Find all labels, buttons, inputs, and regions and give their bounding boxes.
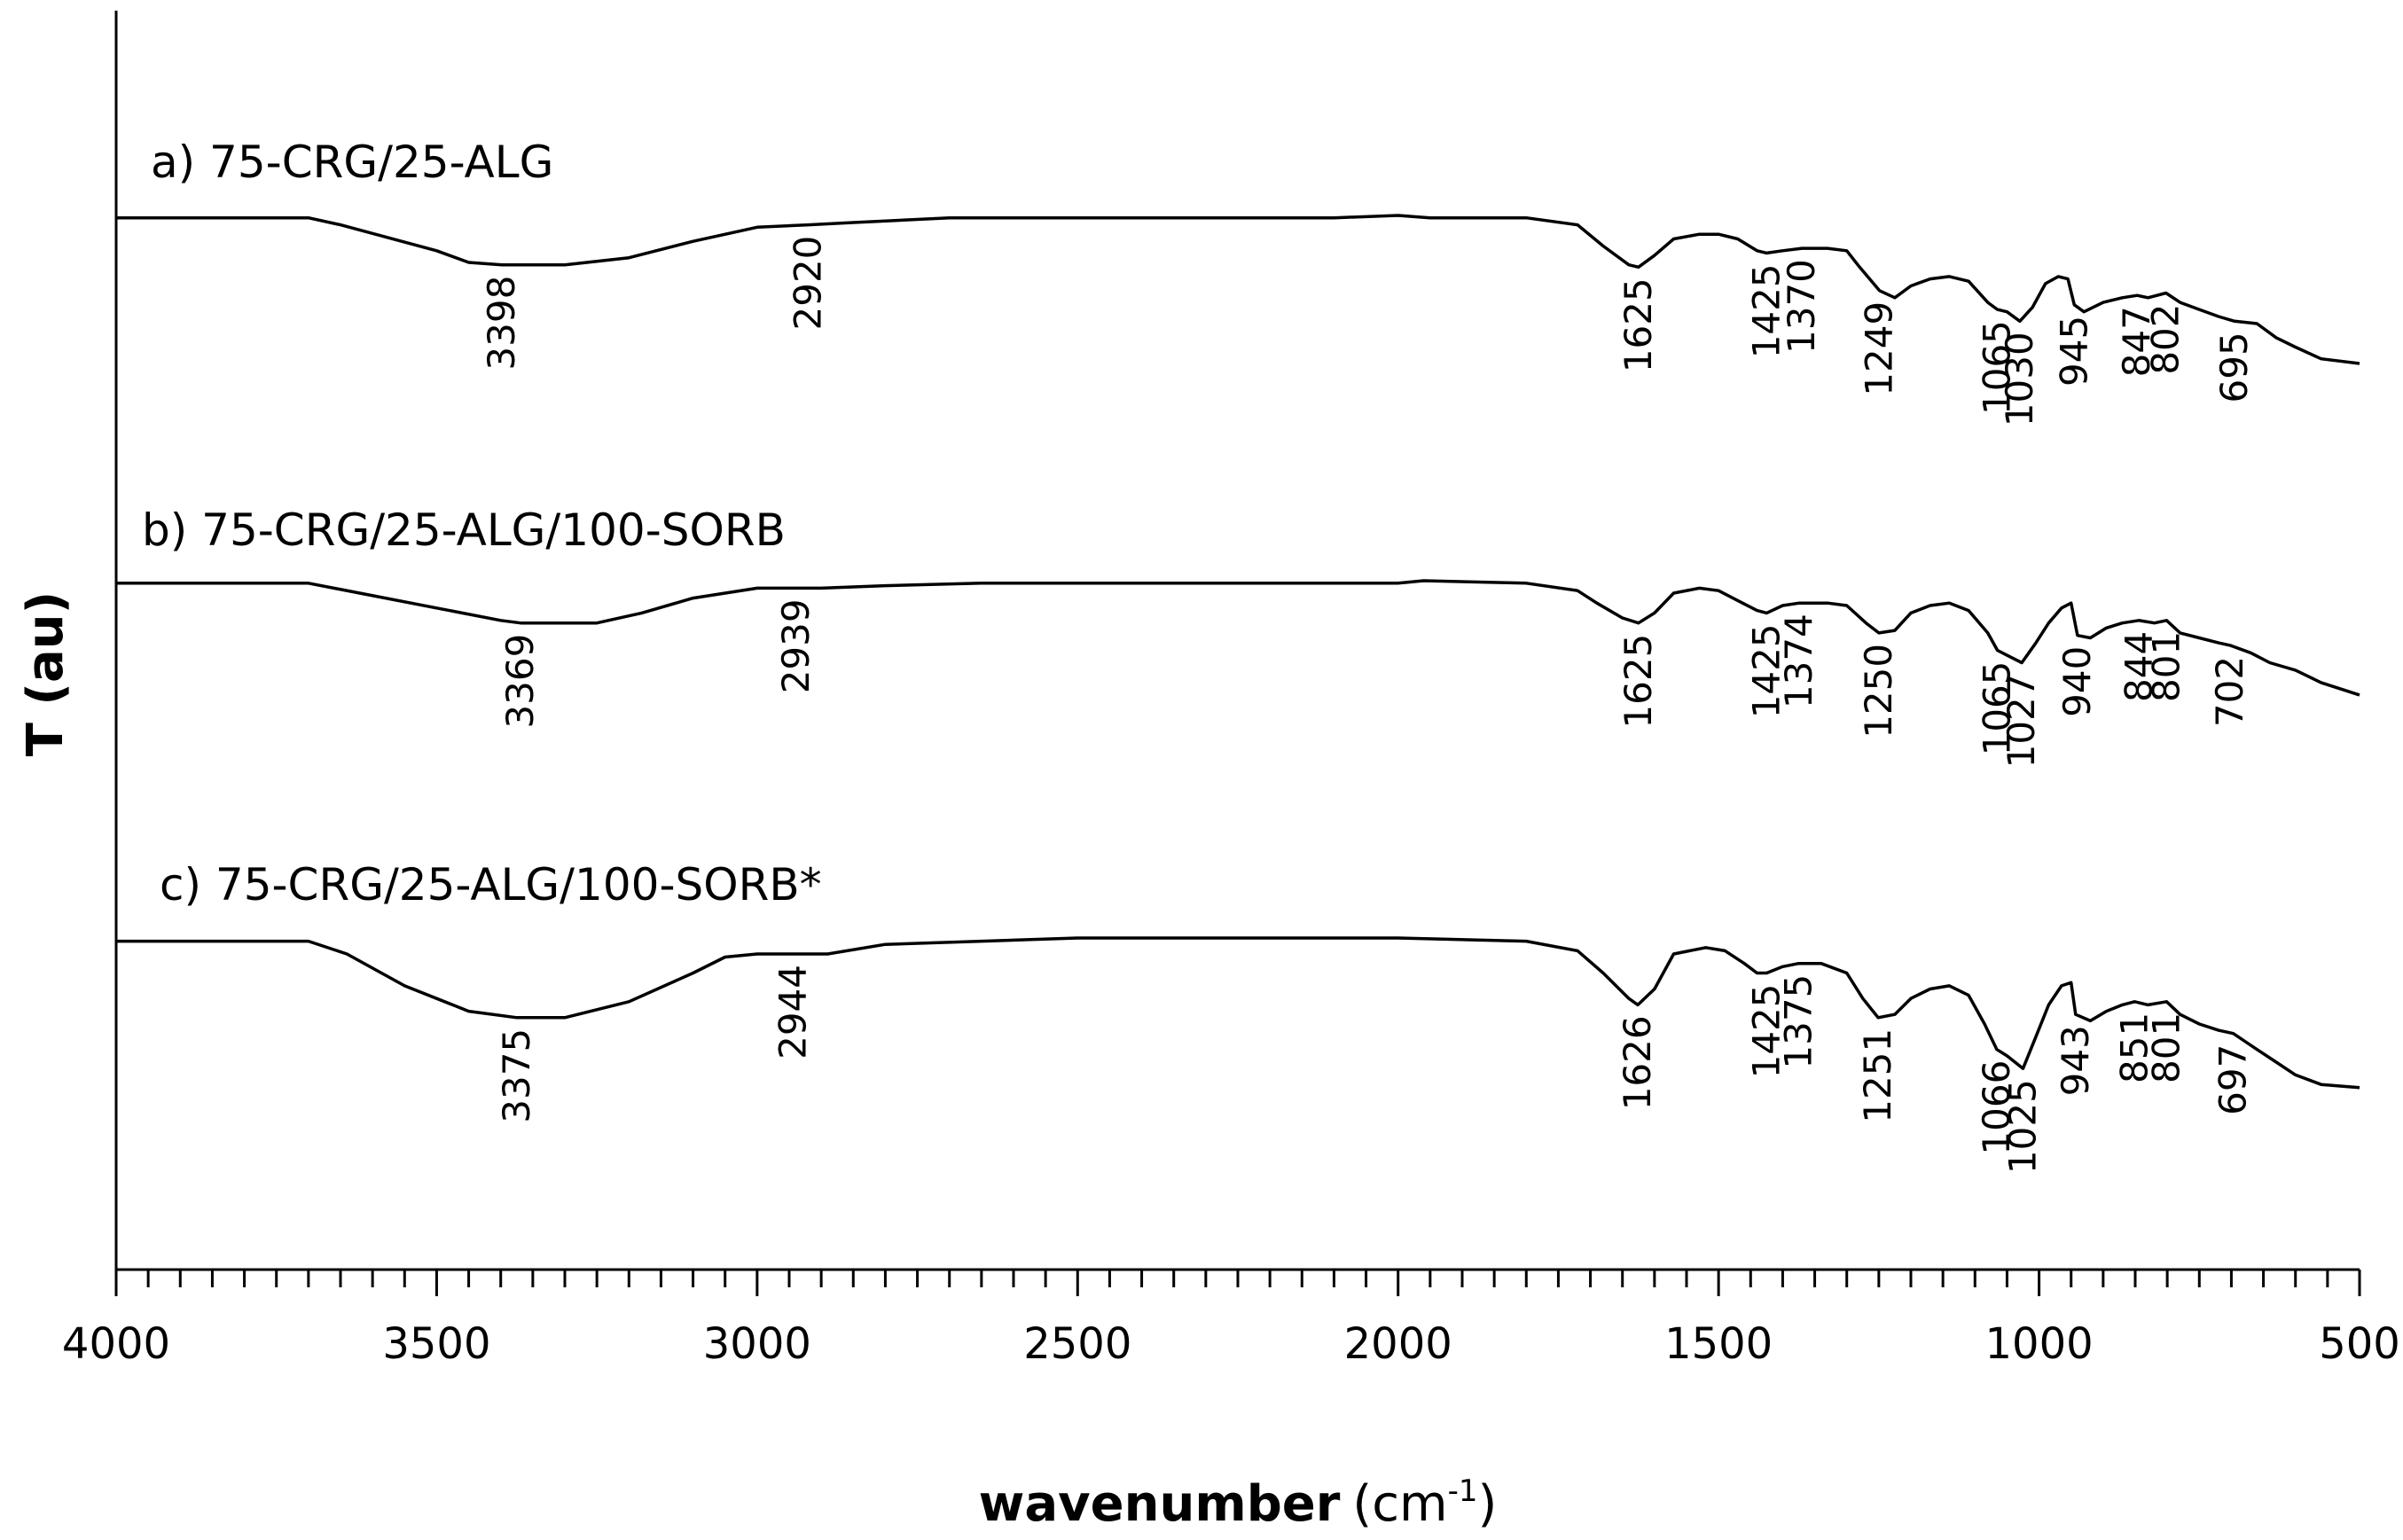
peak-label: 702 [2208,656,2251,727]
peak-label: 1374 [1777,614,1820,708]
peak-label: 851 [2112,1012,2156,1083]
peak-label: 1625 [1616,634,1660,729]
peak-label: 695 [2212,332,2256,403]
peak-label: 844 [2117,631,2160,702]
peak-label: 945 [2052,316,2095,387]
series-label-1: a) 75-CRG/25-ALG [151,137,553,188]
peak-label: 1065 [1976,320,2019,415]
peak-label: 3375 [495,1028,538,1123]
spectrum-line-2 [116,579,2360,697]
peak-label: 1370 [1780,259,1823,354]
peak-label: 3398 [480,276,523,371]
x-axis-title-unit-open: (cm [1352,1475,1447,1533]
x-axis-title-unit-close: ) [1478,1475,1498,1533]
x-axis-ticks: 4000 3500 3000 2500 2000 1500 1000 500 [62,1270,2400,1369]
x-tick-label: 4000 [62,1319,170,1369]
peak-label: 3369 [498,634,542,729]
x-axis-title: wavenumber (cm-1) [979,1474,1498,1533]
x-axis-title-main: wavenumber [979,1475,1341,1533]
peak-label: 1626 [1616,1015,1659,1110]
peak-label: 1065 [1976,661,2019,756]
peak-label: 801 [2144,631,2188,702]
peak-label: 697 [2211,1044,2255,1115]
peak-label: 2944 [771,965,814,1059]
peak-label: 1425 [1744,263,1788,358]
peak-label: 1025 [2001,1079,2045,1174]
x-tick-label: 1500 [1664,1319,1773,1369]
spectrum-line-1 [116,214,2360,365]
peak-label: 1066 [1975,1060,2018,1155]
peak-label: 943 [2054,1025,2097,1096]
peak-label: 1251 [1856,1028,1899,1123]
series-label-2: b) 75-CRG/25-ALG/100-SORB [142,504,786,556]
peak-label: 801 [2144,1012,2188,1083]
peak-label: 940 [2055,646,2099,717]
x-tick-label: 500 [2319,1319,2400,1369]
series-label-3: c) 75-CRG/25-ALG/100-SORB* [160,859,822,911]
peak-label: 1027 [2000,674,2043,769]
peak-label: 2920 [787,236,830,331]
peak-label: 1249 [1858,301,1901,396]
peak-label: 1250 [1857,644,1900,739]
spectrum-line-3 [116,936,2360,1090]
x-tick-label: 1000 [1984,1319,2093,1369]
y-axis-title: T (au) [17,591,74,757]
peak-label: 847 [2115,306,2158,377]
x-tick-label: 2000 [1344,1319,1452,1369]
peak-label: 1030 [1998,332,2041,426]
peak-label: 1425 [1744,984,1788,1079]
x-axis-title-unit-sup: -1 [1448,1474,1478,1509]
x-tick-label: 3000 [703,1319,811,1369]
spectra-series: a) 75-CRG/25-ALG b) 75-CRG/25-ALG/100-SOR… [116,137,2360,1090]
x-tick-label: 3500 [382,1319,490,1369]
peak-label: 802 [2144,304,2188,375]
peak-label: 1625 [1616,278,1660,372]
peak-label: 1425 [1744,623,1788,718]
peak-label: 1375 [1777,974,1820,1069]
peak-label: 2939 [774,598,818,693]
x-tick-label: 2500 [1023,1319,1131,1369]
